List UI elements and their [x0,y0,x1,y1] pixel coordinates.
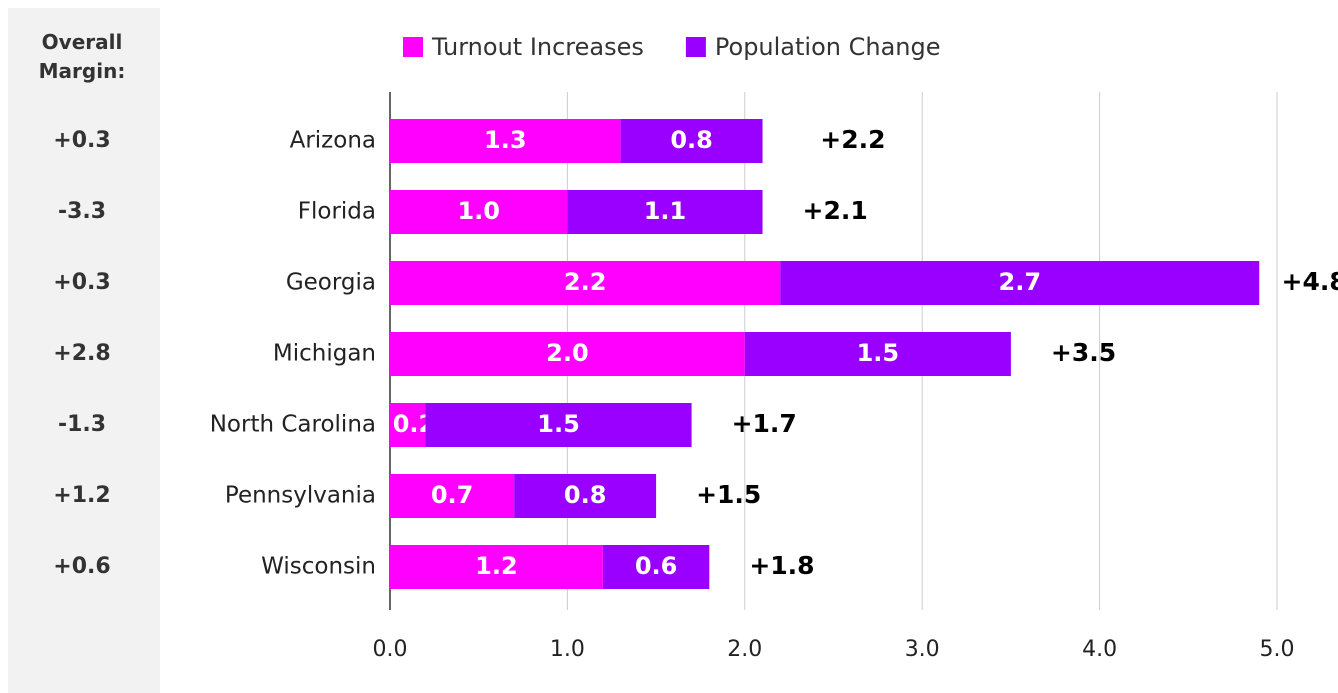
total-label: +2.1 [803,196,868,225]
margin-label: +0.3 [53,128,110,153]
bar-segment [390,403,426,447]
x-tick-label: 3.0 [905,637,940,662]
bar-value-label: 0.6 [635,552,678,580]
bar-segment [744,332,1011,376]
y-tick-label: Arizona [290,128,376,154]
y-tick-label: North Carolina [210,412,376,438]
bar-segment [567,190,763,234]
bar-segment [390,190,568,234]
bar-value-label: 1.3 [484,126,527,154]
margin-label: +0.6 [53,554,110,579]
x-tick-label: 4.0 [1082,637,1117,662]
bar-segment [602,545,710,589]
margin-panel [8,8,160,693]
y-tick-label: Pennsylvania [225,483,376,509]
legend-swatch [403,37,423,57]
bar-value-label: 0.8 [564,481,607,509]
legend-swatch [685,37,706,57]
y-tick-label: Wisconsin [261,554,376,580]
bar-value-label: 2.2 [564,268,607,296]
bar-value-label: 1.1 [644,197,687,225]
bar-segment [390,474,515,518]
legend-label: Turnout Increases [431,33,644,61]
bar-value-label: 1.0 [457,197,500,225]
margin-label: +0.3 [53,270,110,295]
bar-value-label: 2.7 [999,268,1042,296]
total-label: +3.5 [1051,338,1116,367]
margin-label: -3.3 [58,199,106,224]
margin-label: -1.3 [58,412,106,437]
bar-segment [425,403,692,447]
bar-segment [390,119,621,163]
margin-label: +2.8 [53,341,110,366]
total-label: +4.8 [1282,267,1338,296]
y-tick-label: Georgia [286,270,376,296]
total-label: +1.7 [732,409,797,438]
bar-value-label: 1.5 [857,339,900,367]
bar-value-label: 1.5 [537,410,580,438]
total-label: +1.5 [696,480,761,509]
bar-segment [390,332,745,376]
legend-label: Population Change [715,33,941,61]
total-label: +2.2 [820,125,885,154]
bar-segment [780,261,1260,305]
bar-segment [620,119,763,163]
bar-segment [390,545,603,589]
x-tick-label: 2.0 [727,637,762,662]
x-tick-label: 5.0 [1260,637,1295,662]
x-tick-label: 0.0 [373,637,408,662]
bar-segment [390,261,781,305]
bar-segment [514,474,657,518]
total-label: +1.8 [749,551,814,580]
bar-value-label: 2.0 [546,339,589,367]
bar-value-label: 1.2 [475,552,518,580]
bar-value-label: 0.8 [670,126,713,154]
y-tick-label: Michigan [273,341,376,367]
bar-value-label: 0.7 [431,481,474,509]
margin-label: +1.2 [53,483,110,508]
y-tick-label: Florida [298,199,376,225]
x-tick-label: 1.0 [550,637,585,662]
margin-title: Overall Margin: [38,30,126,83]
